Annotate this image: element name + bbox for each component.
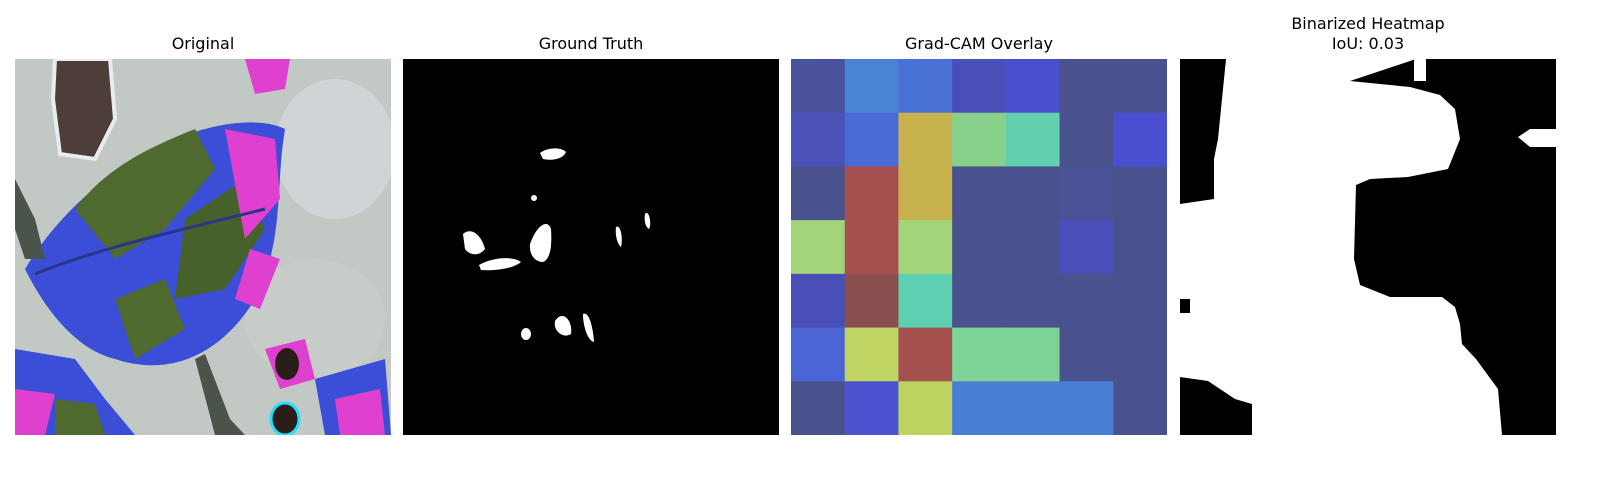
panel-binarized: Binarized Heatmap IoU: 0.03 bbox=[1180, 0, 1556, 440]
gradcam-cell-3-0 bbox=[791, 220, 846, 275]
gradcam-cell-1-0 bbox=[791, 112, 846, 167]
gradcam-cell-5-0 bbox=[791, 327, 846, 382]
panel-title-gradcam: Grad-CAM Overlay bbox=[905, 34, 1053, 53]
gradcam-cell-5-6 bbox=[1113, 327, 1167, 382]
gradcam-cell-5-3 bbox=[952, 327, 1007, 382]
gradcam-cell-3-3 bbox=[952, 220, 1007, 275]
gradcam-cell-6-5 bbox=[1059, 381, 1114, 435]
gradcam-cell-1-3 bbox=[952, 112, 1007, 167]
gradcam-cell-5-4 bbox=[1005, 327, 1061, 382]
gradcam-cell-2-4 bbox=[1005, 166, 1061, 221]
gradcam-cell-5-1 bbox=[844, 327, 899, 382]
gradcam-cell-1-5 bbox=[1059, 112, 1114, 167]
gradcam-cell-4-5 bbox=[1059, 273, 1114, 329]
panel-gradcam: Grad-CAM Overlay bbox=[791, 0, 1167, 440]
gradcam-cell-0-5 bbox=[1059, 59, 1114, 114]
gradcam-cell-2-1 bbox=[844, 166, 899, 221]
gradcam-cell-4-4 bbox=[1005, 273, 1061, 329]
original-leaf-image bbox=[15, 59, 391, 435]
panel-original: Original bbox=[15, 0, 391, 440]
gradcam-cell-6-4 bbox=[1005, 381, 1061, 435]
gradcam-cell-2-3 bbox=[952, 166, 1007, 221]
gradcam-cell-2-2 bbox=[898, 166, 953, 221]
gradcam-cell-0-0 bbox=[791, 59, 846, 114]
iou-label: IoU: 0.03 bbox=[1331, 34, 1405, 53]
binarized-title: Binarized Heatmap bbox=[1291, 14, 1445, 33]
gradcam-cell-2-0 bbox=[791, 166, 846, 221]
gradcam-cell-4-0 bbox=[791, 273, 846, 329]
gradcam-cell-3-4 bbox=[1005, 220, 1061, 275]
gradcam-cell-0-2 bbox=[898, 59, 953, 114]
panel-title-original: Original bbox=[171, 34, 235, 53]
gradcam-cell-4-1 bbox=[844, 273, 899, 329]
gradcam-cell-1-6 bbox=[1113, 112, 1167, 167]
panel-ground-truth: Ground Truth bbox=[403, 0, 779, 440]
ground-truth-mask bbox=[403, 59, 779, 435]
gradcam-cell-3-6 bbox=[1113, 220, 1167, 275]
gradcam-cell-5-2 bbox=[898, 327, 953, 382]
panel-title-ground-truth: Ground Truth bbox=[538, 34, 644, 53]
gradcam-overlay-image bbox=[791, 59, 1167, 435]
gradcam-cell-5-5 bbox=[1059, 327, 1114, 382]
gradcam-cell-6-3 bbox=[952, 381, 1007, 435]
gradcam-cell-3-2 bbox=[898, 220, 953, 275]
gradcam-cell-2-6 bbox=[1113, 166, 1167, 221]
binarized-heatmap-mask bbox=[1180, 59, 1556, 435]
gradcam-cell-0-6 bbox=[1113, 59, 1167, 114]
gradcam-cell-1-4 bbox=[1005, 112, 1061, 167]
gradcam-cell-1-1 bbox=[844, 112, 899, 167]
gradcam-cell-0-4 bbox=[1005, 59, 1061, 114]
gradcam-cell-6-0 bbox=[791, 381, 846, 435]
gradcam-cell-2-5 bbox=[1059, 166, 1114, 221]
gradcam-cell-0-3 bbox=[952, 59, 1007, 114]
gradcam-cell-6-2 bbox=[898, 381, 953, 435]
gradcam-cell-4-2 bbox=[898, 273, 953, 329]
gradcam-cell-6-6 bbox=[1113, 381, 1167, 435]
gradcam-cell-1-2 bbox=[898, 112, 953, 167]
gradcam-cell-6-1 bbox=[844, 381, 899, 435]
panel-title-binarized: Binarized Heatmap IoU: 0.03 bbox=[1180, 14, 1556, 54]
gradcam-cell-4-3 bbox=[952, 273, 1007, 329]
gradcam-cell-3-1 bbox=[844, 220, 899, 275]
gradcam-cell-4-6 bbox=[1113, 273, 1167, 329]
gradcam-cell-3-5 bbox=[1059, 220, 1114, 275]
gradcam-cell-0-1 bbox=[844, 59, 899, 114]
